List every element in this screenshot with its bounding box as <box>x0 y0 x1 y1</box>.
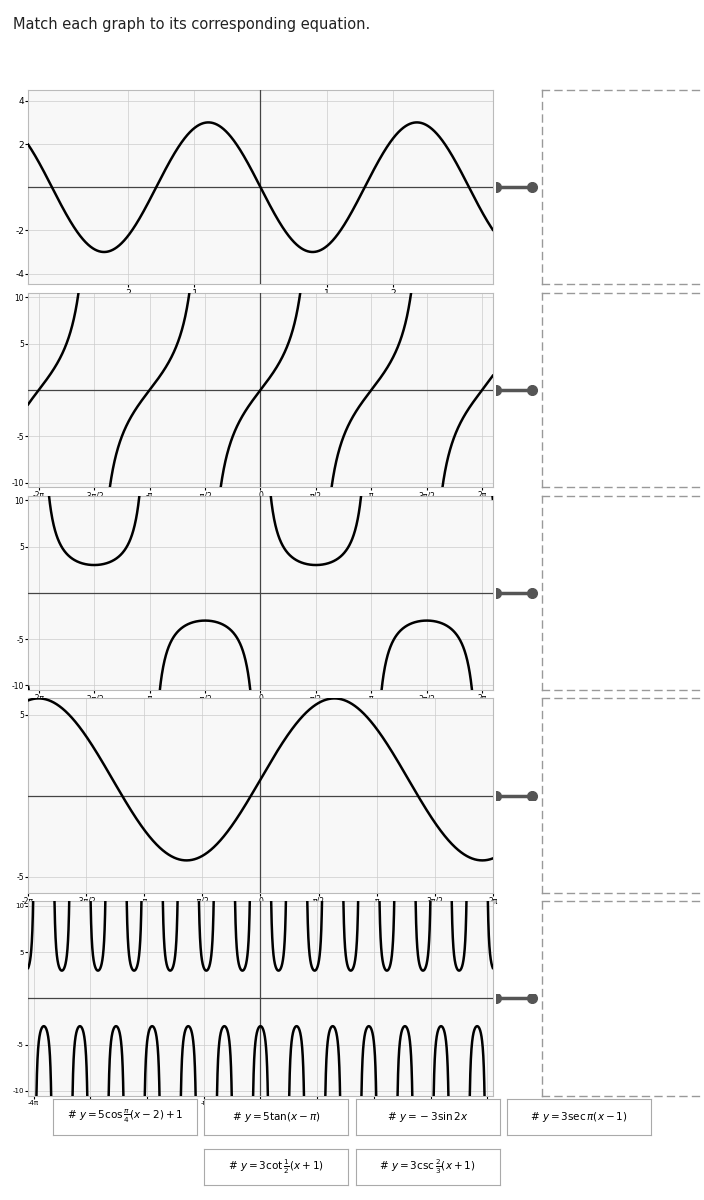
Text: $\#\ y = 5\cos\frac{\pi}{4}(x-2)+1$: $\#\ y = 5\cos\frac{\pi}{4}(x-2)+1$ <box>67 1108 183 1126</box>
Text: Match each graph to its corresponding equation.: Match each graph to its corresponding eq… <box>13 17 370 31</box>
Text: $\#\ y = 3\csc\frac{2}{3}(x+1)$: $\#\ y = 3\csc\frac{2}{3}(x+1)$ <box>379 1158 476 1176</box>
Text: $\#\ y = 3\cot\frac{1}{2}(x+1)$: $\#\ y = 3\cot\frac{1}{2}(x+1)$ <box>228 1158 325 1176</box>
Text: $\#\ y = -3\sin 2x$: $\#\ y = -3\sin 2x$ <box>387 1110 468 1123</box>
Text: $\#\ y = 3\sec\pi(x-1)$: $\#\ y = 3\sec\pi(x-1)$ <box>530 1110 628 1123</box>
Text: $\#\ y = 5\tan(x-\pi)$: $\#\ y = 5\tan(x-\pi)$ <box>232 1110 321 1123</box>
